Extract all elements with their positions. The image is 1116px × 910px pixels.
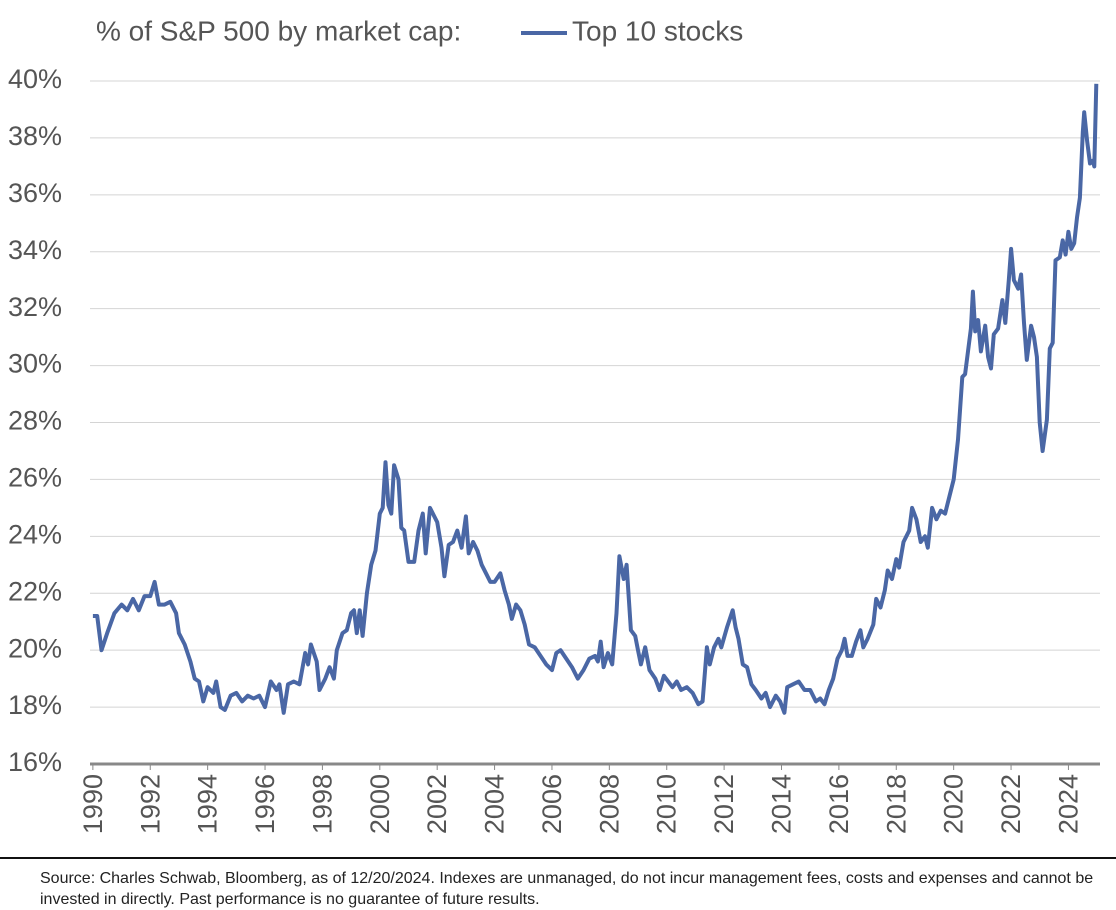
y-tick-label: 30% — [8, 349, 62, 379]
x-tick-label: 2000 — [365, 774, 395, 834]
legend-label: Top 10 stocks — [572, 15, 743, 46]
y-tick-label: 28% — [8, 406, 62, 436]
x-tick-label: 2006 — [537, 774, 567, 834]
y-tick-label: 34% — [8, 235, 62, 265]
x-tick-label: 1990 — [78, 774, 108, 834]
y-tick-label: 40% — [8, 64, 62, 94]
x-tick-label: 2014 — [767, 774, 797, 834]
chart-title: % of S&P 500 by market cap: — [96, 15, 461, 46]
y-tick-label: 36% — [8, 178, 62, 208]
x-tick-label: 2020 — [939, 774, 969, 834]
x-tick-label: 2002 — [422, 774, 452, 834]
data-line — [92, 83, 1099, 715]
y-tick-label: 24% — [8, 519, 62, 549]
y-tick-label: 22% — [8, 576, 62, 606]
x-tick-label: 1992 — [135, 774, 165, 834]
x-tick-label: 2018 — [881, 774, 911, 834]
x-tick-label: 2024 — [1053, 774, 1083, 834]
x-tick-label: 1996 — [250, 774, 280, 834]
x-tick-label: 1994 — [193, 774, 223, 834]
source-note: Source: Charles Schwab, Bloomberg, as of… — [40, 870, 1094, 908]
y-tick-label: 38% — [8, 121, 62, 151]
y-tick-label: 16% — [8, 747, 62, 777]
x-tick-label: 2004 — [480, 774, 510, 834]
x-tick-label: 1998 — [307, 774, 337, 834]
y-tick-label: 26% — [8, 463, 62, 493]
x-tick-label: 2016 — [824, 774, 854, 834]
y-tick-label: 20% — [8, 633, 62, 663]
chart: % of S&P 500 by market cap: 16% 18% 20% 22%… — [8, 15, 1100, 834]
separator — [0, 857, 1116, 859]
x-tick-label: 2008 — [594, 774, 624, 834]
x-tick-label: 2022 — [996, 774, 1026, 834]
y-tick-label: 32% — [8, 292, 62, 322]
x-tick-label: 2010 — [652, 774, 682, 834]
y-tick-label: 18% — [8, 690, 62, 720]
x-tick-label: 2012 — [709, 774, 739, 834]
